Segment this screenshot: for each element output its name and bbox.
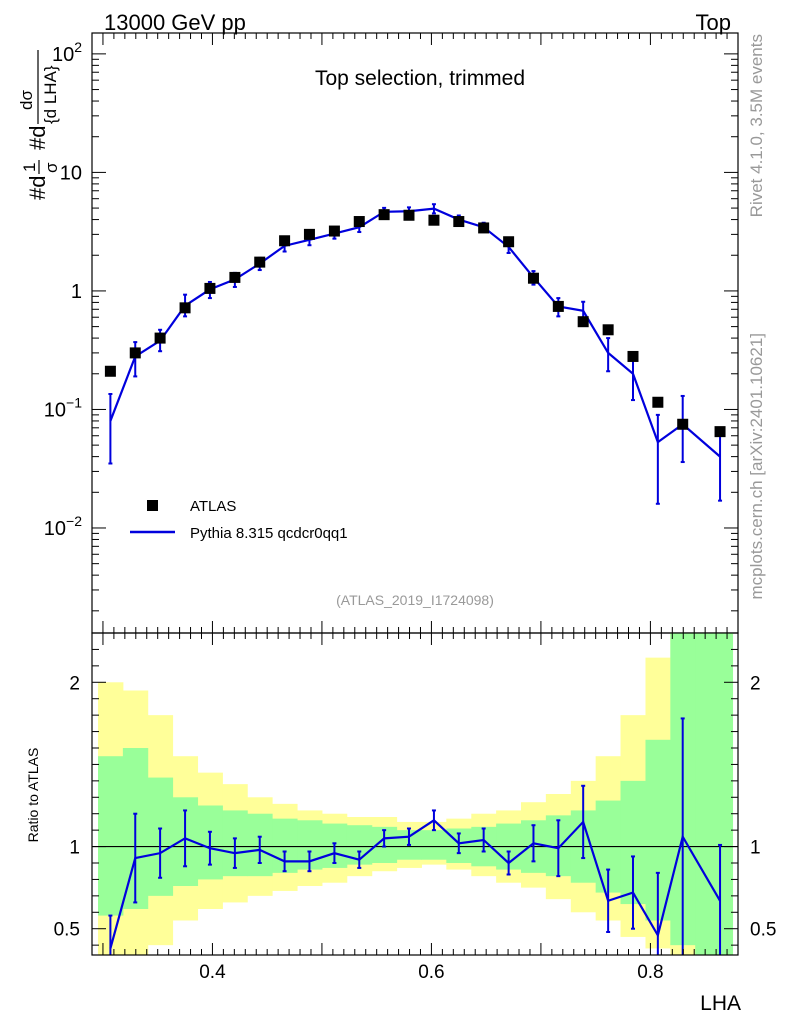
x-tick-label: 0.4 — [199, 962, 226, 983]
main-y-axis-label: #d 1 σ #d dσ {d LHA} — [17, 50, 61, 200]
ratio-y-tick-label-right: 2 — [750, 673, 761, 694]
atlas-data-point — [279, 235, 291, 247]
atlas-data-point — [353, 216, 365, 228]
ratio-y-axis-label: Ratio to ATLAS — [25, 748, 41, 843]
y-tick-label: 1 — [71, 281, 82, 303]
ratio-panel-frame — [91, 632, 739, 956]
ratio-inner-band-bin — [421, 830, 447, 860]
atlas-data-point — [129, 347, 141, 359]
main-panel-frame — [91, 32, 739, 634]
legend-atlas-marker — [147, 500, 158, 511]
ylabel-frac1-num: 1 — [20, 163, 39, 172]
atlas-data-point — [403, 209, 415, 221]
atlas-data-point — [229, 271, 241, 283]
atlas-data-point — [714, 426, 726, 438]
ylabel-frac2-num: dσ — [17, 90, 36, 110]
legend-pythia-label: Pythia 8.315 qcdcr0qq1 — [190, 525, 348, 542]
y-tick-label: 102 — [52, 39, 82, 66]
atlas-data-point — [204, 282, 216, 294]
ylabel-frac2-den: {d LHA} — [41, 65, 60, 124]
legend-atlas-label: ATLAS — [190, 498, 236, 515]
ylabel-frac1-den: σ — [42, 162, 61, 173]
main-pythia-line — [109, 207, 721, 458]
ratio-y-tick-label: 1 — [69, 838, 80, 859]
ratio-inner-band-bin — [98, 756, 124, 916]
y-tick-label: 10 — [60, 162, 82, 184]
atlas-data-point — [552, 300, 564, 312]
ratio-panel: 0.4 0.6 0.8 0.5 0.5 1 1 2 2 — [54, 33, 776, 983]
rivet-version-label: Rivet 4.1.0, 3.5M events — [747, 34, 766, 217]
atlas-data-point — [328, 225, 340, 237]
ratio-inner-band-bin — [695, 633, 734, 955]
legend: ATLAS Pythia 8.315 qcdcr0qq1 — [130, 498, 348, 542]
ratio-y-tick-label-right: 0.5 — [750, 920, 776, 941]
main-panel: 102 10 1 10−1 10−2 — [44, 39, 738, 612]
x-tick-label: 0.8 — [637, 962, 663, 983]
y-tick-label: 10−1 — [44, 394, 82, 421]
atlas-data-point — [527, 272, 539, 284]
atlas-data-point — [104, 365, 116, 377]
panel-title: Top selection, trimmed — [315, 67, 525, 90]
atlas-data-point — [428, 214, 440, 226]
x-tick-label: 0.6 — [418, 962, 444, 983]
ylabel-hash-d-left: #d — [25, 176, 50, 200]
atlas-data-point — [453, 216, 465, 228]
atlas-data-point — [652, 396, 664, 408]
x-axis-label: LHA — [700, 992, 741, 1015]
atlas-data-point — [503, 236, 515, 248]
atlas-data-point — [478, 222, 490, 234]
header-selection-label: Top — [696, 10, 731, 35]
analysis-id-label: (ATLAS_2019_I1724098) — [336, 592, 494, 608]
y-tick-label: 10−2 — [44, 513, 82, 540]
atlas-data-point — [154, 332, 166, 344]
ratio-y-tick-label: 2 — [69, 673, 80, 694]
atlas-data-point — [627, 350, 639, 362]
atlas-data-point — [254, 256, 266, 268]
ratio-y-tick-label-right: 1 — [750, 838, 761, 859]
mcplots-credit-label: mcplots.cern.ch [arXiv:2401.10621] — [747, 333, 766, 599]
header-process-label: 13000 GeV pp — [104, 10, 246, 35]
ylabel-hash-d-mid: #d — [25, 126, 50, 150]
atlas-data-point — [602, 324, 614, 336]
ratio-y-tick-label: 0.5 — [54, 920, 80, 941]
atlas-data-point — [577, 316, 589, 328]
atlas-data-point — [179, 302, 191, 314]
atlas-data-point — [677, 418, 689, 430]
atlas-data-point — [378, 209, 390, 221]
atlas-data-point — [303, 228, 315, 240]
